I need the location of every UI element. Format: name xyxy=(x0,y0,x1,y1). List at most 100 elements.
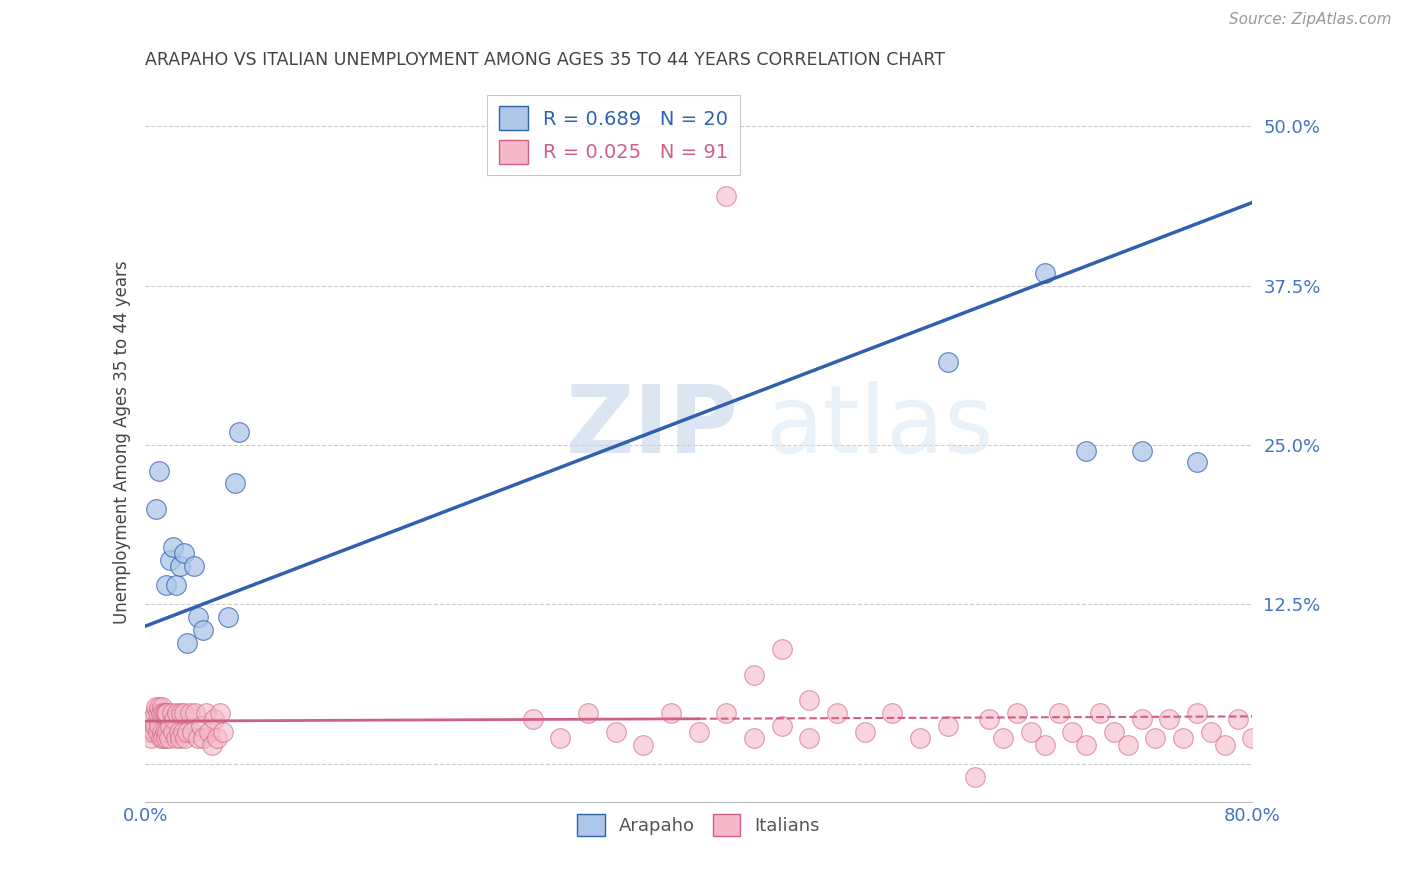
Legend: Arapaho, Italians: Arapaho, Italians xyxy=(571,807,827,844)
Point xyxy=(187,731,209,746)
Point xyxy=(204,712,226,726)
Point xyxy=(143,719,166,733)
Point xyxy=(522,712,544,726)
Point xyxy=(148,699,170,714)
Point xyxy=(991,731,1014,746)
Point xyxy=(1241,731,1264,746)
Point xyxy=(155,578,177,592)
Point xyxy=(195,706,218,720)
Point xyxy=(659,706,682,720)
Text: ZIP: ZIP xyxy=(567,382,738,474)
Point xyxy=(217,610,239,624)
Point xyxy=(148,719,170,733)
Point xyxy=(146,725,169,739)
Point xyxy=(159,719,181,733)
Point xyxy=(742,667,765,681)
Point xyxy=(936,719,959,733)
Point xyxy=(145,699,167,714)
Point xyxy=(799,731,821,746)
Point xyxy=(159,553,181,567)
Point xyxy=(169,559,191,574)
Point xyxy=(1199,725,1222,739)
Point xyxy=(181,725,204,739)
Point xyxy=(633,738,655,752)
Text: ARAPAHO VS ITALIAN UNEMPLOYMENT AMONG AGES 35 TO 44 YEARS CORRELATION CHART: ARAPAHO VS ITALIAN UNEMPLOYMENT AMONG AG… xyxy=(145,51,945,69)
Point xyxy=(1005,706,1028,720)
Point xyxy=(138,725,160,739)
Point xyxy=(1019,725,1042,739)
Point xyxy=(550,731,572,746)
Point xyxy=(770,642,793,657)
Point xyxy=(1185,706,1208,720)
Point xyxy=(1076,444,1098,458)
Point xyxy=(148,463,170,477)
Point xyxy=(1047,706,1070,720)
Point xyxy=(183,559,205,574)
Point xyxy=(882,706,904,720)
Point xyxy=(1130,444,1153,458)
Point xyxy=(1102,725,1125,739)
Point xyxy=(173,706,195,720)
Point xyxy=(825,706,848,720)
Point xyxy=(153,725,176,739)
Y-axis label: Unemployment Among Ages 35 to 44 years: Unemployment Among Ages 35 to 44 years xyxy=(114,260,131,624)
Point xyxy=(1116,738,1139,752)
Point xyxy=(908,731,931,746)
Point xyxy=(145,501,167,516)
Point xyxy=(166,706,188,720)
Point xyxy=(153,706,176,720)
Point xyxy=(179,706,201,720)
Point xyxy=(576,706,599,720)
Point xyxy=(688,725,710,739)
Point xyxy=(1033,738,1056,752)
Point xyxy=(152,731,174,746)
Point xyxy=(170,706,193,720)
Point xyxy=(799,693,821,707)
Point xyxy=(208,706,231,720)
Point xyxy=(207,731,229,746)
Point xyxy=(162,540,184,554)
Point xyxy=(1076,738,1098,752)
Point xyxy=(156,725,179,739)
Point xyxy=(1213,738,1236,752)
Point xyxy=(150,699,173,714)
Point xyxy=(853,725,876,739)
Point xyxy=(157,731,180,746)
Point xyxy=(169,731,191,746)
Point xyxy=(155,706,177,720)
Point xyxy=(165,731,187,746)
Point xyxy=(156,706,179,720)
Text: Source: ZipAtlas.com: Source: ZipAtlas.com xyxy=(1229,12,1392,27)
Point xyxy=(770,719,793,733)
Point xyxy=(162,725,184,739)
Point xyxy=(174,731,197,746)
Point xyxy=(152,706,174,720)
Point xyxy=(224,476,246,491)
Point xyxy=(193,623,215,637)
Point xyxy=(228,425,250,440)
Point xyxy=(149,731,172,746)
Point xyxy=(160,706,183,720)
Point xyxy=(187,610,209,624)
Point xyxy=(172,725,194,739)
Point xyxy=(198,725,221,739)
Point xyxy=(1088,706,1111,720)
Point xyxy=(1171,731,1194,746)
Point xyxy=(716,189,738,203)
Point xyxy=(1062,725,1084,739)
Point xyxy=(146,706,169,720)
Point xyxy=(176,725,198,739)
Point xyxy=(142,725,165,739)
Point xyxy=(1033,266,1056,280)
Point xyxy=(163,712,186,726)
Point xyxy=(139,731,162,746)
Point xyxy=(1227,712,1250,726)
Point xyxy=(742,731,765,746)
Text: atlas: atlas xyxy=(765,382,994,474)
Point xyxy=(1130,712,1153,726)
Point xyxy=(167,725,190,739)
Point xyxy=(1159,712,1181,726)
Point xyxy=(201,738,224,752)
Point xyxy=(150,725,173,739)
Point xyxy=(979,712,1001,726)
